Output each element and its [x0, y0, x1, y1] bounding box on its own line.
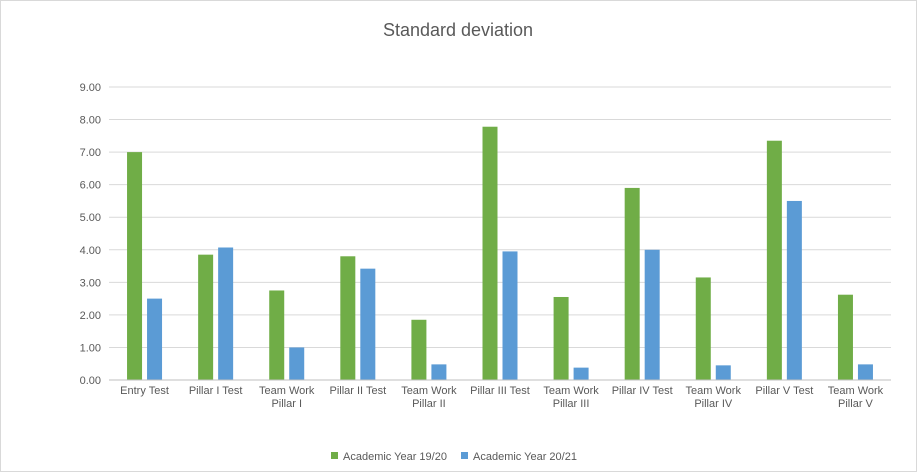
bar-series1: [198, 254, 214, 380]
y-tick-label: 2.00: [80, 310, 101, 322]
y-tick-label: 1.00: [80, 342, 101, 354]
gridlines: [109, 86, 891, 348]
bar-series1: [766, 140, 782, 380]
bar-series1: [837, 294, 853, 380]
bar-series2: [644, 249, 660, 380]
y-tick-label: 9.00: [80, 82, 101, 94]
bar-series2: [218, 247, 234, 380]
y-tick-label: 4.00: [80, 245, 101, 257]
x-tick-label: Pillar IV Test: [612, 385, 673, 397]
bar-series2: [573, 367, 589, 380]
y-tick-label: 8.00: [80, 115, 101, 127]
x-tick-label: Entry Test: [120, 385, 169, 397]
bar-series1: [624, 187, 640, 380]
bar-series2: [431, 364, 447, 380]
bar-series1: [340, 256, 356, 380]
bar-series2: [289, 347, 305, 380]
x-tick-label: Team Work Pillar IV: [686, 385, 742, 410]
chart-title: Standard deviation: [383, 20, 533, 40]
bar-series1: [127, 152, 143, 380]
bar-series1: [269, 290, 285, 380]
bar-series1: [553, 296, 569, 380]
bar-series2: [360, 268, 376, 380]
bar-series2: [147, 298, 163, 380]
x-tick-label: Pillar I Test: [189, 385, 243, 397]
legend-label: Academic Year 20/21: [473, 451, 577, 463]
x-tick-label: Pillar V Test: [755, 385, 813, 397]
y-tick-label: 6.00: [80, 180, 101, 192]
bar-series2: [786, 200, 802, 380]
bars: [127, 126, 873, 381]
legend-swatch: [331, 452, 338, 459]
x-tick-label: Team Work Pillar II: [401, 385, 457, 410]
x-tick-label: Pillar II Test: [329, 385, 386, 397]
legend-label: Academic Year 19/20: [343, 451, 447, 463]
bar-series1: [695, 277, 711, 380]
bar-series1: [411, 319, 427, 380]
x-tick-label: Team Work Pillar III: [543, 385, 599, 410]
x-axis-category-labels: Entry Test Pillar I Test Team Work Pillar I…: [120, 385, 883, 410]
bar-series2: [502, 251, 518, 380]
y-tick-label: 3.00: [80, 277, 101, 289]
y-axis-tick-labels: 0.00 1.00 2.00 3.00 4.00 5.00 6.00 7.00 8.00 9.00: [80, 82, 101, 387]
bar-series1: [482, 126, 498, 381]
bar-series2: [857, 364, 873, 380]
y-tick-label: 7.00: [80, 147, 101, 159]
x-tick-label: Team Work Pillar V: [828, 385, 884, 410]
y-tick-label: 0.00: [80, 375, 101, 387]
legend: Academic Year 19/20 Academic Year 20/21: [331, 451, 577, 463]
x-tick-label: Pillar III Test: [470, 385, 530, 397]
y-tick-label: 5.00: [80, 212, 101, 224]
bar-series2: [715, 365, 731, 380]
legend-swatch: [461, 452, 468, 459]
x-tick-label: Team Work Pillar I: [259, 385, 315, 410]
